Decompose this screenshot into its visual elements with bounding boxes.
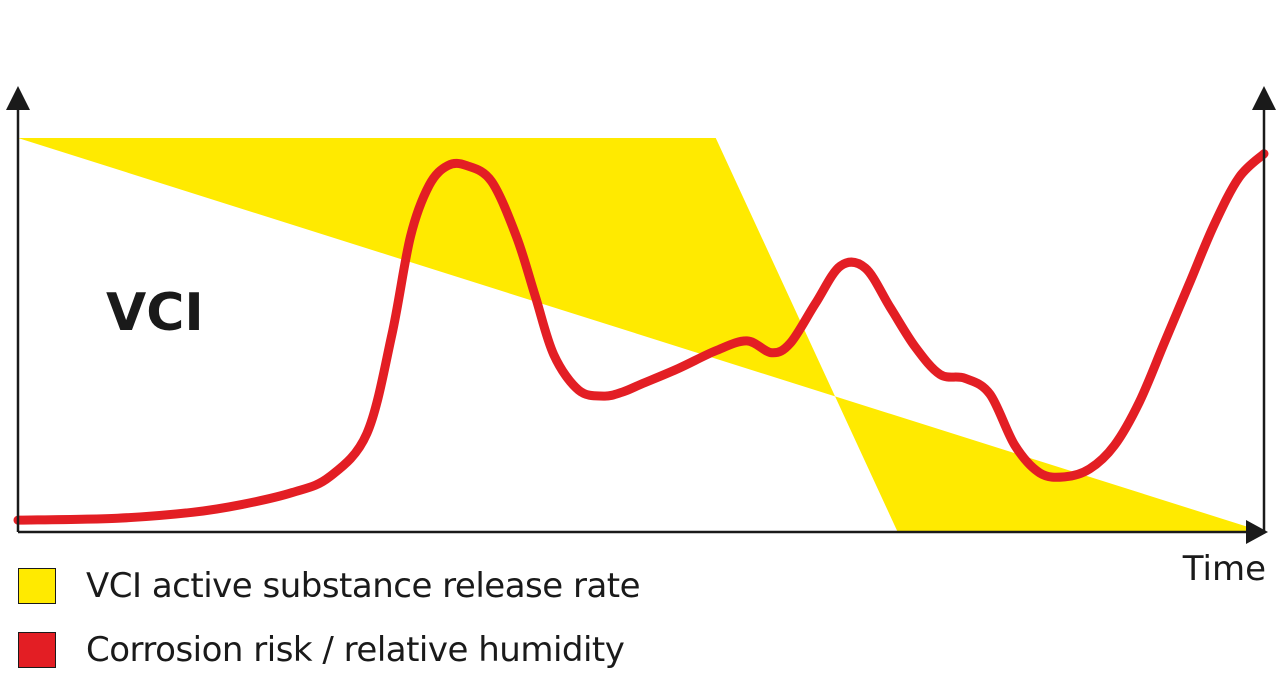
vci-annotation: VCI	[106, 283, 204, 343]
x-axis-label: Time	[1182, 549, 1266, 589]
vci-release-area	[18, 138, 1264, 532]
y-axis-left-arrow-icon	[6, 86, 30, 110]
legend-swatch-corrosion	[18, 632, 56, 668]
y-axis-right-arrow-icon	[1252, 86, 1276, 110]
x-axis-arrow-icon	[1246, 520, 1268, 544]
legend-label-vci: VCI active substance release rate	[86, 566, 641, 606]
legend-item-vci: VCI active substance release rate	[18, 566, 641, 606]
legend-label-corrosion: Corrosion risk / relative humidity	[86, 630, 625, 670]
legend-swatch-vci	[18, 568, 56, 604]
legend-item-corrosion: Corrosion risk / relative humidity	[18, 630, 625, 670]
corrosion-risk-line	[13, 149, 1269, 525]
